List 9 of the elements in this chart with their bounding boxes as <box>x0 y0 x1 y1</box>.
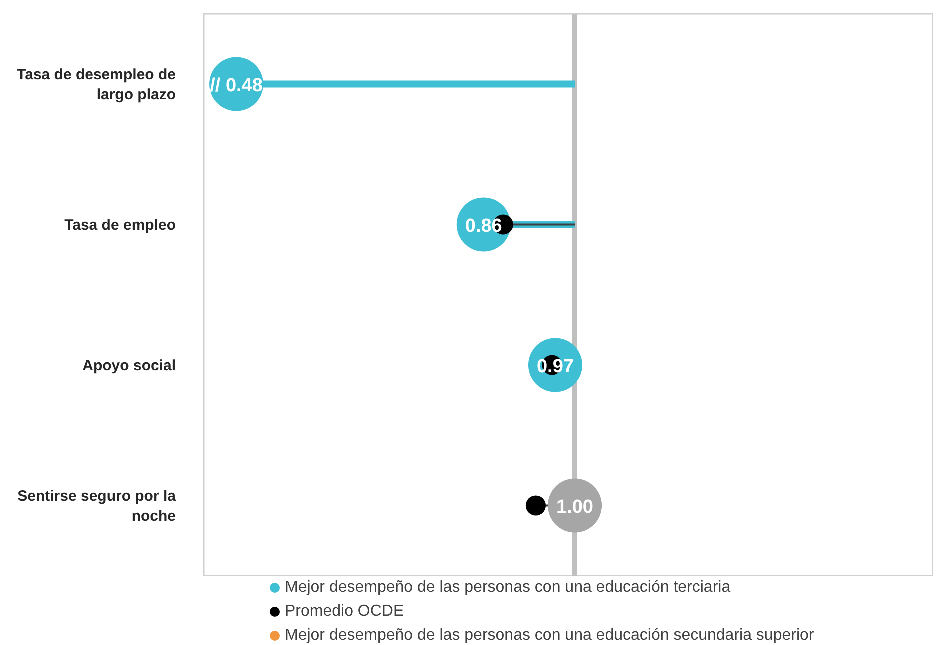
legend-label: Mejor desempeño de las personas con una educación terciaria <box>285 579 731 597</box>
data-label: // 0.48 <box>210 75 263 96</box>
y-tick-label: Sentirse seguro por la noche <box>18 488 177 525</box>
y-tick-label: Tasa de empleo <box>64 216 176 234</box>
data-label: 1.00 <box>556 496 594 518</box>
y-tick-label: Tasa de desempleo de largo plazo <box>17 66 176 104</box>
y-tick-label: Apoyo social <box>82 357 176 374</box>
legend-label: Promedio OCDE <box>285 603 404 621</box>
legend-label: Mejor desempeño de las personas con una educación secundaria superior <box>285 627 814 645</box>
